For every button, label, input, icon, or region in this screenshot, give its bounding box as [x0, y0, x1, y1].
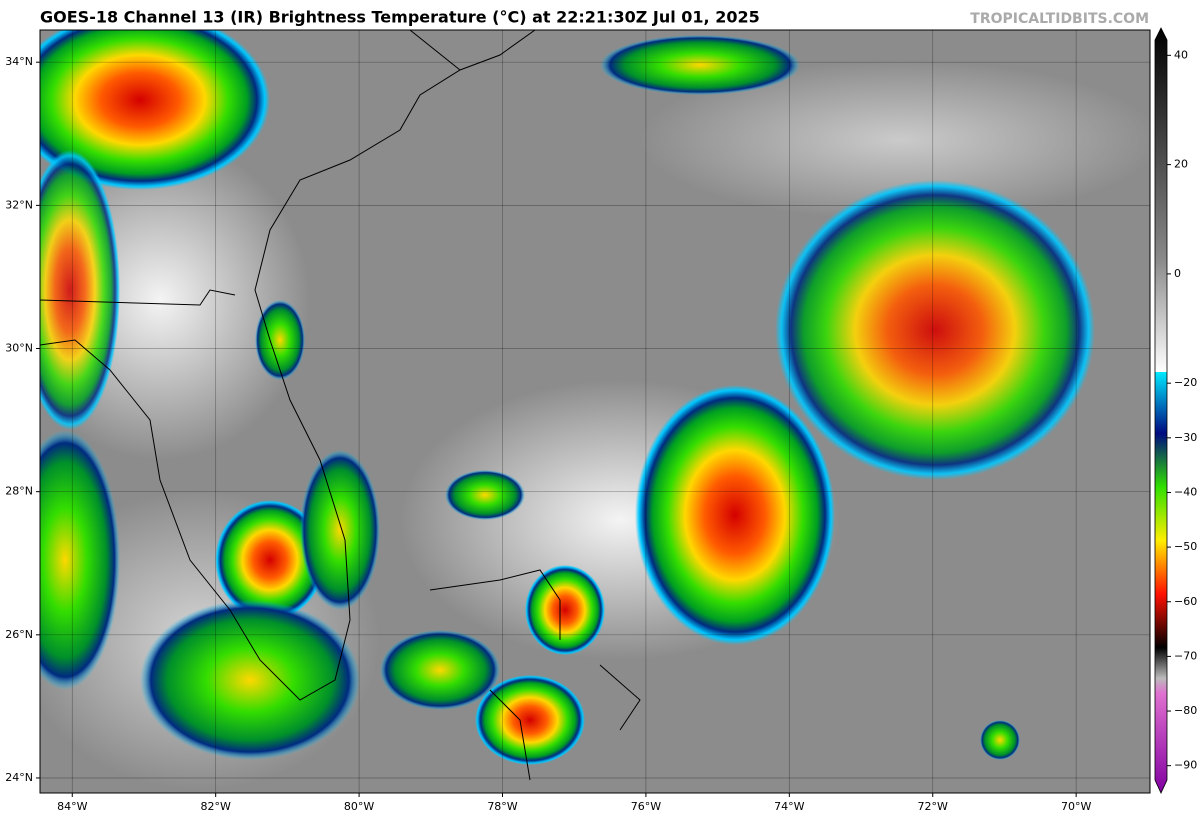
colorbar-tick-label: 20: [1174, 158, 1188, 171]
lat-tick-label: 34°N: [5, 55, 33, 68]
lat-tick-label: 24°N: [5, 771, 33, 784]
lon-tick-label: 80°W: [344, 800, 374, 813]
colorbar-tick-label: −90: [1174, 759, 1197, 772]
lon-tick-label: 74°W: [774, 800, 804, 813]
colorbar-tick-label: −50: [1174, 540, 1197, 553]
lon-tick-label: 72°W: [918, 800, 948, 813]
lon-tick-label: 78°W: [487, 800, 517, 813]
colorbar-tick-label: −80: [1174, 704, 1197, 717]
colorbar: [1154, 27, 1168, 794]
colorbar-tick-label: −20: [1174, 376, 1197, 389]
colorbar-tick-label: 40: [1174, 48, 1188, 61]
lon-tick-label: 76°W: [631, 800, 661, 813]
lat-tick-label: 26°N: [5, 628, 33, 641]
satellite-image: [40, 30, 1150, 793]
colorbar-tick-label: −60: [1174, 595, 1197, 608]
lat-tick-label: 32°N: [5, 198, 33, 211]
title: GOES-18 Channel 13 (IR) Brightness Tempe…: [40, 8, 760, 27]
lon-tick-label: 84°W: [57, 800, 87, 813]
colorbar-tick-label: 0: [1174, 267, 1181, 280]
colorbar-tick-label: −70: [1174, 649, 1197, 662]
lat-tick-label: 30°N: [5, 342, 33, 355]
coastline: [40, 30, 536, 701]
map-frame: [39, 29, 1151, 794]
lat-tick-label: 28°N: [5, 485, 33, 498]
lon-tick-label: 82°W: [200, 800, 230, 813]
islands: [429, 569, 641, 781]
lon-tick-label: 70°W: [1061, 800, 1091, 813]
watermark: TROPICALTIDBITS.COM: [970, 11, 1149, 27]
colorbar-tick-label: −30: [1174, 431, 1197, 444]
colorbar-tick-label: −40: [1174, 485, 1197, 498]
